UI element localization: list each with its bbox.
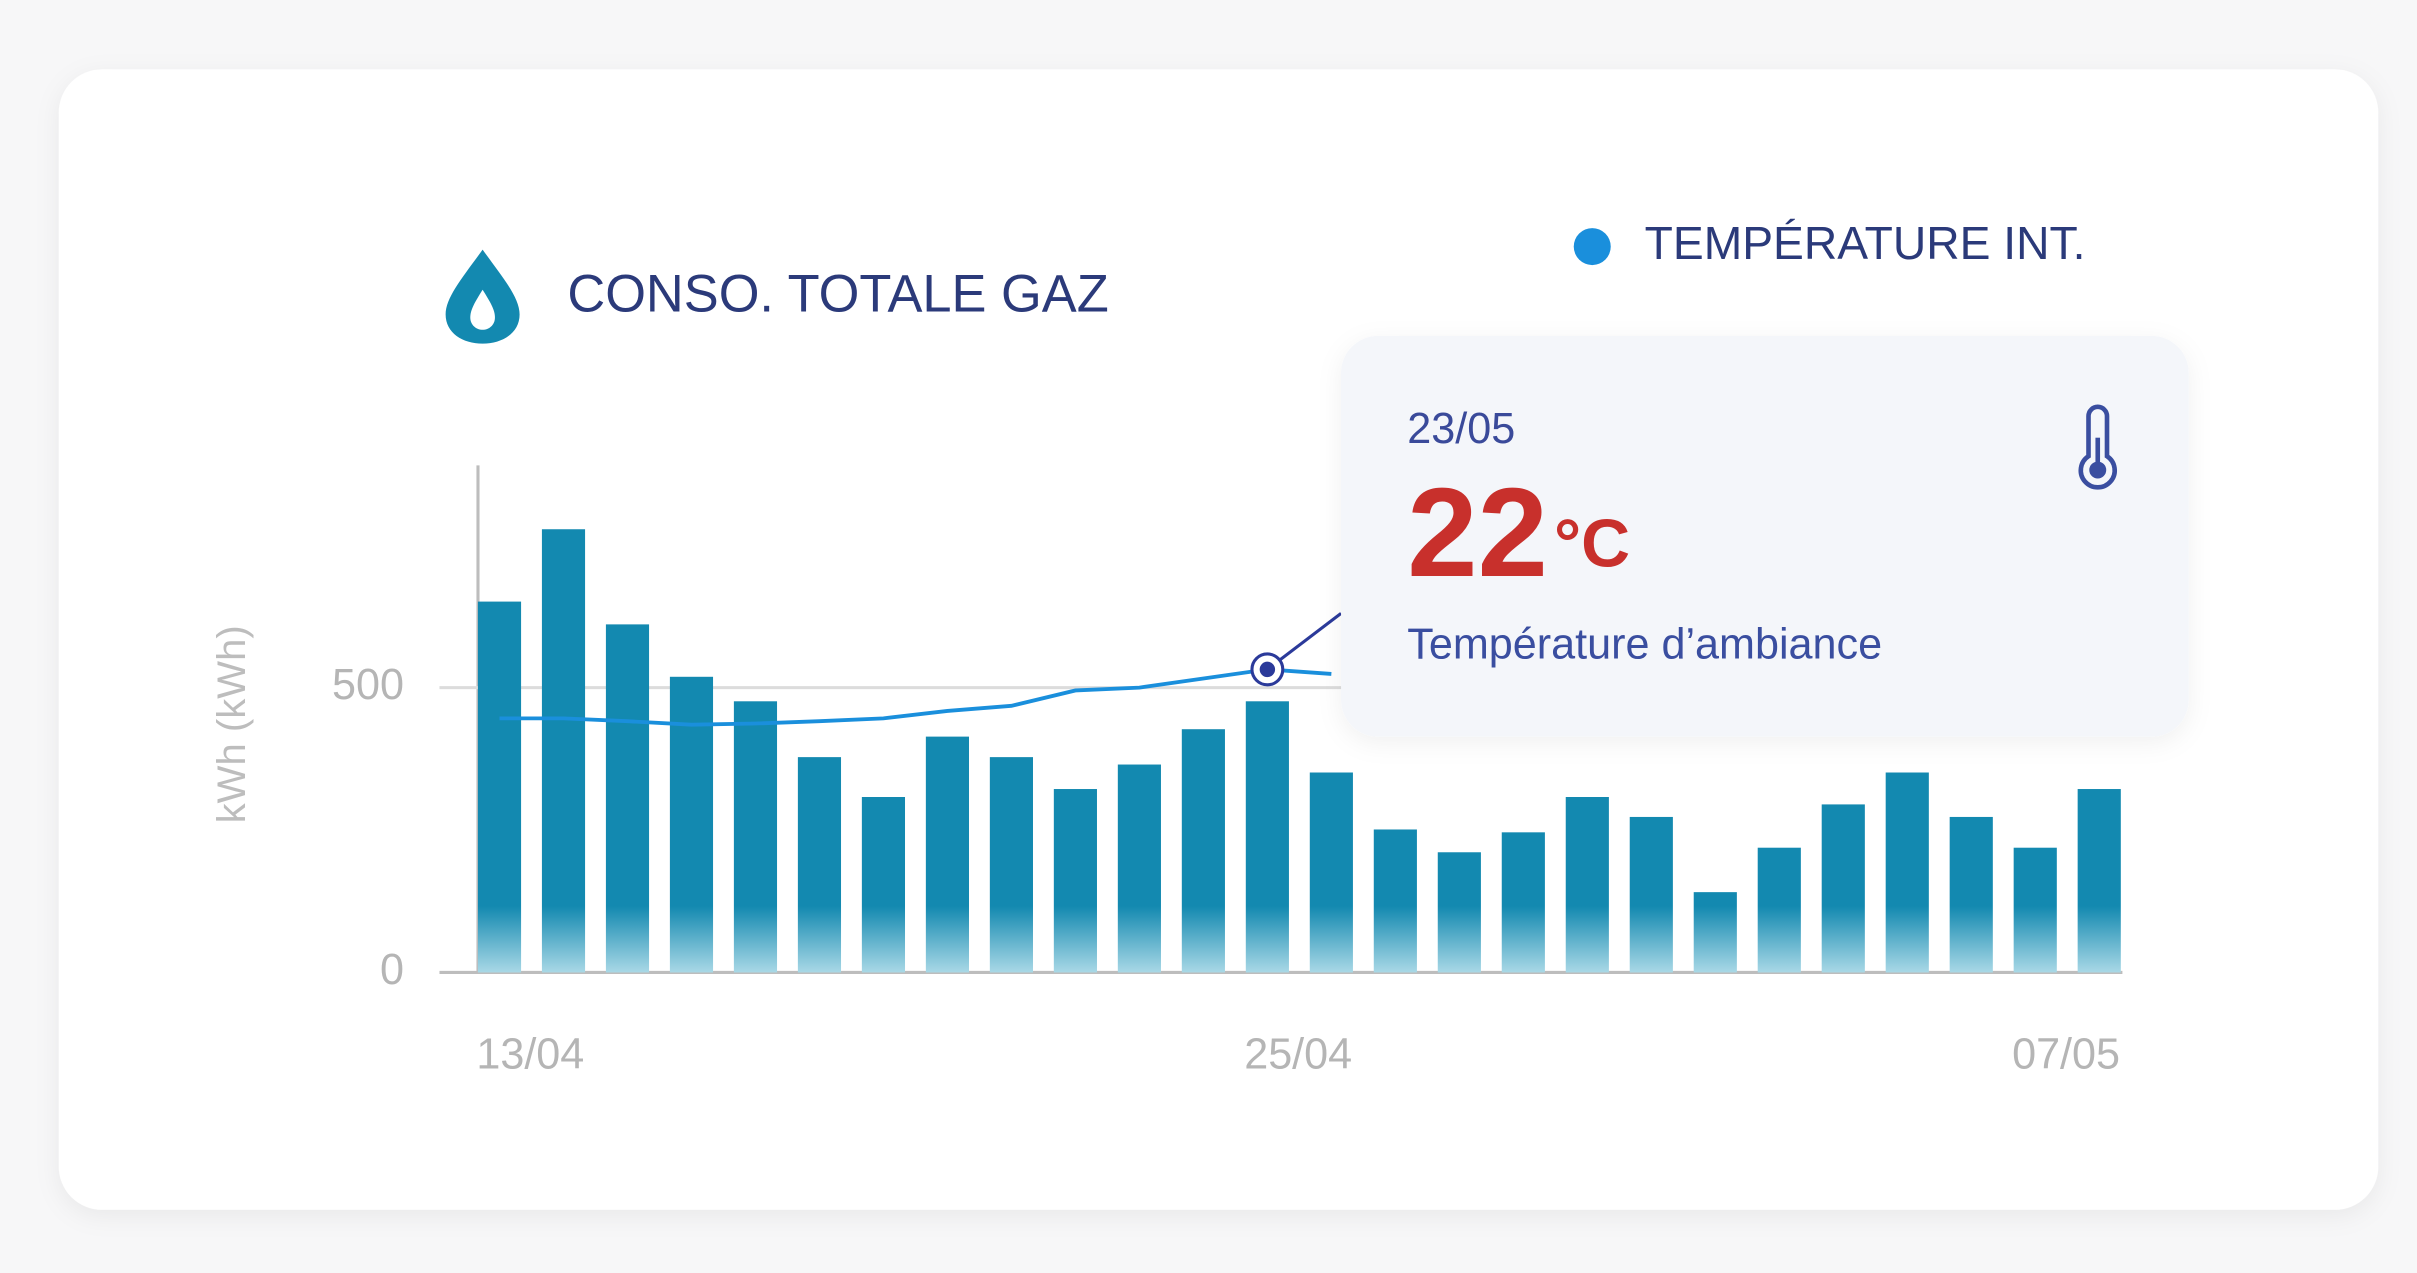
bar xyxy=(1565,797,1609,973)
bar xyxy=(925,736,970,973)
bar xyxy=(477,601,522,973)
highlight-dot xyxy=(1259,661,1276,678)
bar xyxy=(1885,772,1929,973)
bar xyxy=(1501,832,1545,973)
tooltip-unit: °C xyxy=(1554,507,1630,582)
bar xyxy=(1821,804,1865,973)
bar xyxy=(1245,701,1289,973)
tooltip-value: 22 xyxy=(1407,462,1548,603)
tooltip-box xyxy=(1341,335,2189,737)
bar xyxy=(1437,852,1481,973)
tooltip-label: Température d’ambiance xyxy=(1407,621,1882,669)
bar xyxy=(861,797,906,973)
bar xyxy=(1053,789,1097,973)
legend-marker xyxy=(1573,228,1611,266)
bar xyxy=(1373,829,1417,973)
bar xyxy=(797,757,842,973)
bar xyxy=(669,676,714,973)
tooltip: 23/05 22 °C Température d’ambiance xyxy=(1341,335,2189,737)
x-tick-label: 13/04 xyxy=(476,1031,584,1079)
x-tick-label: 25/04 xyxy=(1244,1031,1352,1079)
bar xyxy=(605,624,650,973)
bar xyxy=(541,529,586,973)
tooltip-date: 23/05 xyxy=(1407,405,1515,453)
y-tick-label: 500 xyxy=(332,661,404,709)
y-axis-label: kWh (kWh) xyxy=(210,625,254,823)
thermometer-icon xyxy=(2078,404,2118,490)
bar xyxy=(2013,847,2057,973)
bar xyxy=(1757,847,1801,973)
legend-label: TEMPÉRATURE INT. xyxy=(1645,217,2086,269)
bar xyxy=(1949,816,1993,973)
bar xyxy=(1181,729,1225,973)
bar xyxy=(989,757,1033,973)
x-tick-label: 07/05 xyxy=(2012,1031,2120,1079)
bar xyxy=(2077,789,2121,973)
y-tick-label: 0 xyxy=(380,946,404,994)
bar xyxy=(1117,764,1161,973)
bar xyxy=(1693,892,1737,973)
legend-label: CONSO. TOTALE GAZ xyxy=(567,265,1108,323)
drop-icon xyxy=(445,249,520,344)
line xyxy=(499,667,1332,727)
bar xyxy=(1309,772,1353,973)
bar xyxy=(1629,816,1673,973)
bar xyxy=(733,701,778,973)
